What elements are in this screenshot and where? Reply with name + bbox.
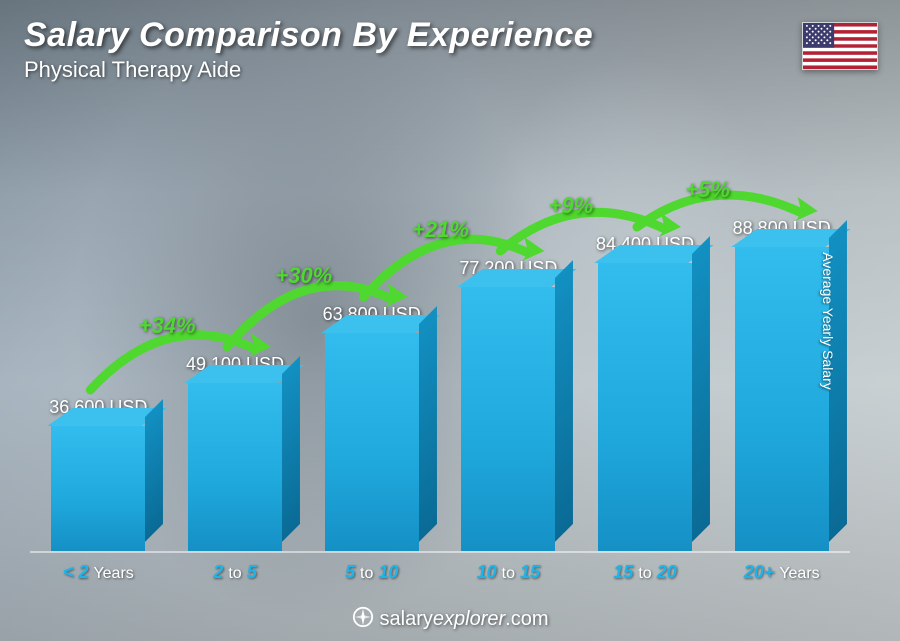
bar-slot: 63,800 USD	[303, 304, 440, 551]
brand-plain: salary	[380, 608, 433, 630]
footer-brand: salaryexplorer.com	[352, 608, 549, 630]
bar-slot: 49,100 USD	[167, 354, 304, 551]
brand-italic: explorer	[433, 608, 505, 630]
header: Salary Comparison By Experience Physical…	[24, 16, 593, 83]
x-axis-label: 20+ Years	[713, 562, 850, 583]
bar	[461, 287, 555, 551]
x-labels: < 2 Years2 to 55 to 1010 to 1515 to 2020…	[30, 562, 850, 583]
page-title: Salary Comparison By Experience	[24, 16, 593, 55]
y-axis-label: Average Yearly Salary	[819, 252, 835, 390]
chart-baseline	[30, 551, 850, 553]
footer: salaryexplorer.com	[0, 606, 900, 631]
x-axis-label: 10 to 15	[440, 562, 577, 583]
country-flag-us	[802, 22, 878, 70]
x-axis-label: < 2 Years	[30, 562, 167, 583]
bar	[51, 426, 145, 551]
page-subtitle: Physical Therapy Aide	[24, 57, 593, 83]
bar	[598, 263, 692, 551]
x-axis-label: 2 to 5	[167, 562, 304, 583]
bar-slot: 77,200 USD	[440, 258, 577, 551]
bar-slot: 36,600 USD	[30, 397, 167, 551]
bars-container: 36,600 USD49,100 USD63,800 USD77,200 USD…	[30, 120, 850, 551]
bar	[735, 247, 829, 551]
chart-area: 36,600 USD49,100 USD63,800 USD77,200 USD…	[30, 120, 850, 579]
brand-suffix: .com	[505, 608, 548, 630]
bar-slot: 84,400 USD	[577, 234, 714, 551]
compass-icon	[352, 606, 374, 628]
x-axis-label: 15 to 20	[577, 562, 714, 583]
x-axis-label: 5 to 10	[303, 562, 440, 583]
bar	[325, 333, 419, 551]
bar	[188, 383, 282, 551]
